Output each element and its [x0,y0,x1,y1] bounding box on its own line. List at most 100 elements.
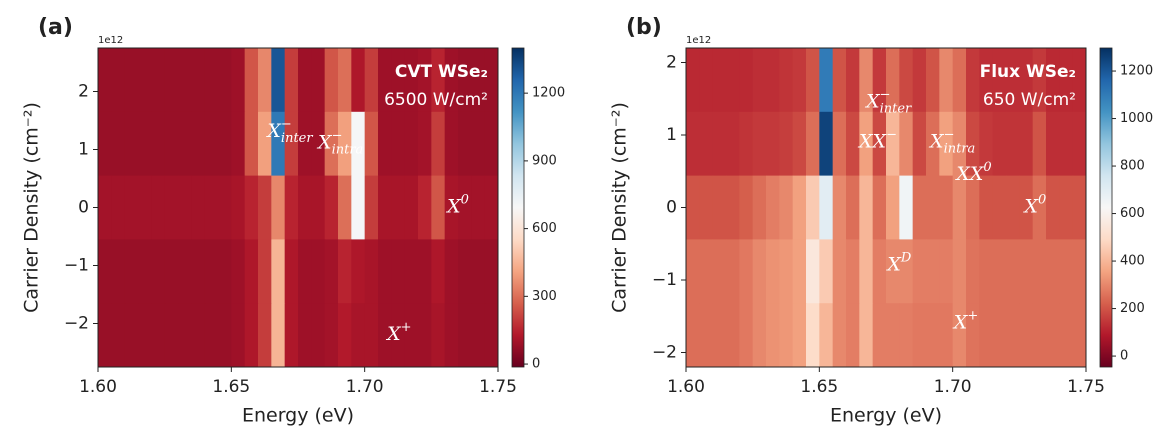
heat-cell [244,48,259,113]
heat-cell [218,239,232,304]
heat-cell [952,111,967,177]
heat-cell [271,48,286,113]
heat-cell [471,303,486,367]
y-tick-label: 1 [78,140,89,160]
heat-cell [311,48,326,113]
heat-cell [324,48,339,113]
y-tick-label: 1 [666,125,677,145]
colorbar-tick-label: 800 [1120,159,1145,174]
colorbar-tick-label: 0 [1120,349,1128,364]
heatmap [98,48,498,367]
heat-cell [151,303,166,367]
heat-cell [378,48,392,113]
heat-cell [124,111,139,177]
heat-cell [204,111,219,177]
heat-cell [766,303,780,367]
annotation-base: X [316,132,333,154]
heat-cell [431,48,446,113]
heat-cell [899,48,914,113]
heat-cell [378,303,392,367]
heat-cell [926,175,940,240]
heat-cell [244,239,259,304]
heat-cell [966,175,980,240]
heat-cell [712,48,727,113]
colorbar-tick-label: 1200 [532,86,565,101]
heat-cell [484,48,498,113]
heat-cell [151,239,166,304]
heat-cell [939,175,954,240]
heat-cell [766,48,780,113]
heat-cell [886,239,900,304]
heat-cell [138,48,152,113]
x-tick-label: 1.60 [79,377,117,397]
heat-cell [859,303,874,367]
heat-cell [138,175,152,240]
heat-cell [98,239,112,304]
heat-cell [1046,48,1060,113]
heat-cell [218,175,232,240]
heat-cell [138,111,152,177]
heat-cell [1072,111,1086,177]
heat-cell [258,111,272,177]
heat-cell [1059,111,1074,177]
heat-cell [1059,48,1074,113]
heat-cell [191,48,206,113]
heat-cell [484,239,498,304]
annotation-sup: − [944,127,955,142]
annotation-sup: 0 [461,192,469,207]
annotation-base: XX [857,130,888,152]
heat-cell [418,111,432,177]
annotation-base: X [864,90,881,112]
heat-cell [686,175,700,240]
heat-cell [258,303,272,367]
heat-cell [98,175,112,240]
heat-cell [1072,48,1086,113]
heat-cell [819,175,834,240]
heat-cell [178,175,192,240]
heat-cell [1072,239,1086,304]
heat-cell [204,239,219,304]
heat-cell [204,175,219,240]
heat-cell [284,303,299,367]
heat-cell [899,239,914,304]
heat-cell [966,239,980,304]
heat-cell [111,111,126,177]
y-tick-label: −1 [652,270,677,290]
heat-cell [258,239,272,304]
heat-cell [151,175,166,240]
heat-cell [444,48,459,113]
heat-cell [886,111,900,177]
heat-cell [98,48,112,113]
heat-cell [178,48,192,113]
heat-cell [98,111,112,177]
heat-cell [378,175,392,240]
heat-cell [926,111,940,177]
heat-cell [726,175,740,240]
heat-cell [872,239,887,304]
heat-cell [1032,303,1047,367]
annotation-sup: − [880,87,891,102]
heat-cell [1046,111,1060,177]
heat-cell [952,303,967,367]
heat-cell [98,303,112,367]
annotation: X− inter [864,87,912,116]
heat-cell [271,111,286,177]
heat-cell [364,111,379,177]
heat-cell [752,239,767,304]
heat-cell [484,111,498,177]
heat-cell [752,303,767,367]
heat-cell [284,239,299,304]
annotation-sub: intra [944,141,976,156]
heat-cell [939,48,954,113]
heat-cell [859,111,874,177]
heat-cell [966,48,980,113]
heat-cell [191,303,206,367]
heat-cell [244,111,259,177]
annotation-base: XX [954,163,985,185]
annotation: X− intra [316,128,363,157]
heat-cell [912,175,927,240]
annotation-sup: D [900,250,912,265]
heat-cell [739,111,754,177]
heat-cell [899,111,914,177]
